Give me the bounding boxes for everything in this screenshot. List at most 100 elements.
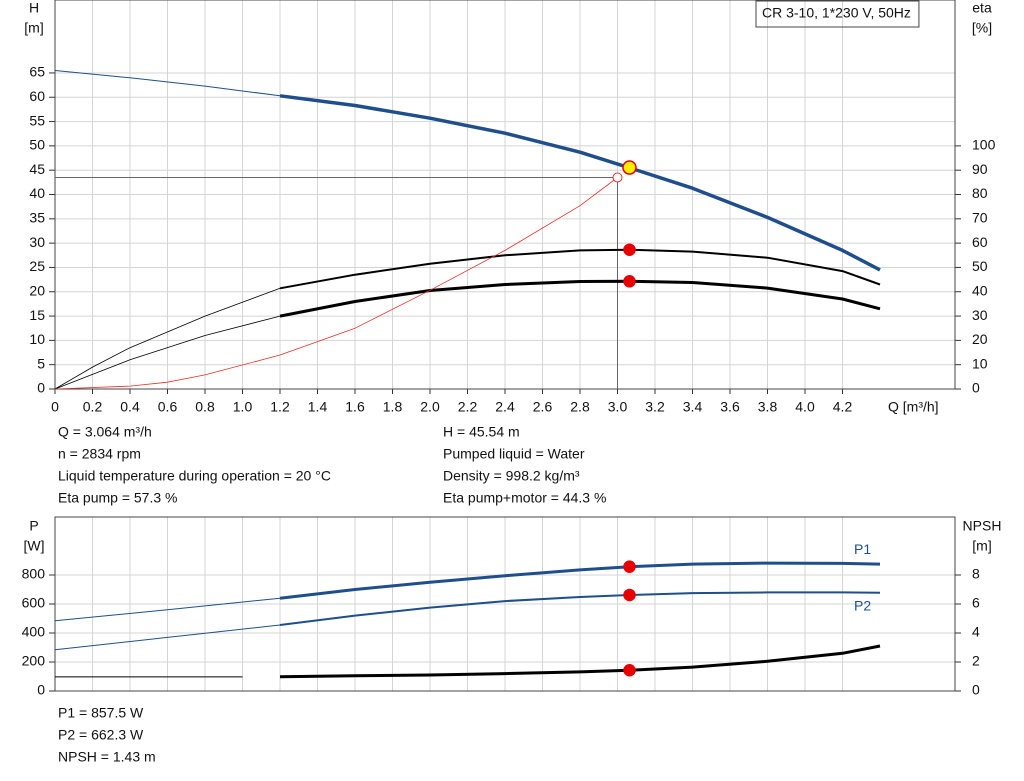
y2-tick-label: 100 bbox=[972, 137, 996, 153]
x-tick-label: 1.6 bbox=[345, 399, 365, 415]
curve bbox=[54, 287, 281, 390]
y-tick-label: 35 bbox=[29, 210, 45, 226]
x-tick-label: 4.0 bbox=[795, 399, 815, 415]
y2-axis-label: eta bbox=[972, 0, 992, 16]
legend-label: P2 bbox=[854, 597, 871, 613]
info-line: P2 = 662.3 W bbox=[58, 727, 144, 743]
y2-tick-label: 70 bbox=[972, 210, 988, 226]
y-axis-label: H bbox=[29, 0, 39, 16]
x-tick-label: 2.6 bbox=[533, 399, 553, 415]
operating-point bbox=[623, 588, 636, 602]
x-tick-label: 1.2 bbox=[270, 399, 290, 415]
duty-point bbox=[612, 172, 623, 183]
y2-tick-label: 2 bbox=[972, 653, 980, 669]
operating-point bbox=[623, 560, 636, 573]
info-line: Eta pump = 57.3 % bbox=[58, 490, 177, 506]
x-tick-label: 3.6 bbox=[720, 399, 740, 415]
y2-tick-label: 30 bbox=[972, 307, 988, 323]
y-tick-label: 400 bbox=[22, 624, 46, 640]
y-axis-unit: [m] bbox=[24, 20, 43, 36]
y-tick-label: 60 bbox=[29, 88, 45, 104]
y2-tick-label: 90 bbox=[972, 161, 988, 177]
curve bbox=[279, 644, 881, 679]
y2-tick-label: 6 bbox=[972, 595, 980, 611]
info-line: Eta pump+motor = 44.3 % bbox=[443, 490, 606, 506]
info-line: NPSH = 1.43 m bbox=[58, 749, 156, 765]
x-tick-label: 0.8 bbox=[195, 399, 215, 415]
y-tick-label: 0 bbox=[37, 380, 45, 396]
y-tick-label: 15 bbox=[29, 307, 45, 323]
y-tick-label: 40 bbox=[29, 185, 45, 201]
y2-tick-label: 10 bbox=[972, 355, 988, 371]
info-line: n = 2834 rpm bbox=[58, 446, 141, 462]
curve bbox=[279, 279, 881, 318]
plot-frame bbox=[54, 0, 956, 390]
product-label-box bbox=[755, 0, 920, 28]
y-tick-label: 5 bbox=[37, 355, 45, 371]
curve bbox=[54, 177, 618, 390]
curve bbox=[279, 561, 881, 600]
y-tick-label: 200 bbox=[22, 653, 46, 669]
x-tick-label: 1.0 bbox=[233, 399, 253, 415]
info-line: Q = 3.064 m³/h bbox=[58, 424, 152, 440]
curve bbox=[279, 248, 881, 290]
y-tick-label: 45 bbox=[29, 161, 45, 177]
plot-frame bbox=[54, 516, 956, 692]
x-axis-label: Q [m³/h] bbox=[888, 399, 939, 415]
x-tick-label: 3.4 bbox=[683, 399, 703, 415]
y2-tick-label: 20 bbox=[972, 331, 988, 347]
y-tick-label: 0 bbox=[37, 682, 45, 698]
x-tick-label: 1.4 bbox=[308, 399, 328, 415]
y2-tick-label: 50 bbox=[972, 258, 988, 274]
info-line: P1 = 857.5 W bbox=[58, 705, 144, 721]
y-tick-label: 800 bbox=[22, 566, 46, 582]
product-label: CR 3-10, 1*230 V, 50Hz bbox=[762, 5, 911, 21]
y-tick-label: 30 bbox=[29, 234, 45, 250]
x-tick-label: 3.0 bbox=[608, 399, 628, 415]
y2-axis-label: NPSH bbox=[963, 518, 1002, 534]
y2-tick-label: 60 bbox=[972, 234, 988, 250]
y2-axis-unit: [m] bbox=[972, 538, 991, 554]
y2-tick-label: 4 bbox=[972, 624, 980, 640]
x-tick-label: 2.0 bbox=[420, 399, 440, 415]
operating-point bbox=[622, 160, 637, 175]
y-tick-label: 50 bbox=[29, 137, 45, 153]
y2-tick-label: 0 bbox=[972, 682, 980, 698]
legend-label: P1 bbox=[854, 541, 871, 557]
y2-axis-unit: [%] bbox=[972, 20, 992, 36]
x-tick-label: 4.2 bbox=[833, 399, 853, 415]
x-tick-label: 1.8 bbox=[383, 399, 403, 415]
info-line: H = 45.54 m bbox=[443, 424, 520, 440]
curve bbox=[54, 315, 281, 390]
y2-tick-label: 40 bbox=[972, 282, 988, 298]
y-tick-label: 600 bbox=[22, 595, 46, 611]
curve bbox=[279, 94, 881, 272]
y-tick-label: 25 bbox=[29, 258, 45, 274]
x-tick-label: 0 bbox=[51, 399, 59, 415]
y-axis-label: P bbox=[29, 518, 38, 534]
y2-tick-label: 0 bbox=[972, 380, 980, 396]
y-axis-unit: [W] bbox=[24, 538, 45, 554]
y-tick-label: 55 bbox=[29, 112, 45, 128]
y2-tick-label: 80 bbox=[972, 185, 988, 201]
y2-tick-label: 8 bbox=[972, 566, 980, 582]
x-tick-label: 2.8 bbox=[570, 399, 590, 415]
y-tick-label: 10 bbox=[29, 331, 45, 347]
x-tick-label: 3.8 bbox=[758, 399, 778, 415]
info-line: Pumped liquid = Water bbox=[443, 446, 585, 462]
x-tick-label: 0.6 bbox=[158, 399, 178, 415]
curve bbox=[279, 591, 881, 626]
operating-point bbox=[623, 243, 636, 256]
info-line: Liquid temperature during operation = 20… bbox=[58, 468, 331, 484]
y-tick-label: 20 bbox=[29, 282, 45, 298]
x-tick-label: 0.2 bbox=[83, 399, 103, 415]
curve bbox=[54, 624, 281, 651]
operating-point bbox=[623, 664, 636, 677]
y-tick-label: 65 bbox=[29, 64, 45, 80]
curve bbox=[54, 597, 281, 622]
x-tick-label: 0.4 bbox=[120, 399, 140, 415]
curve bbox=[54, 70, 281, 97]
x-tick-label: 2.2 bbox=[458, 399, 478, 415]
x-tick-label: 3.2 bbox=[645, 399, 665, 415]
